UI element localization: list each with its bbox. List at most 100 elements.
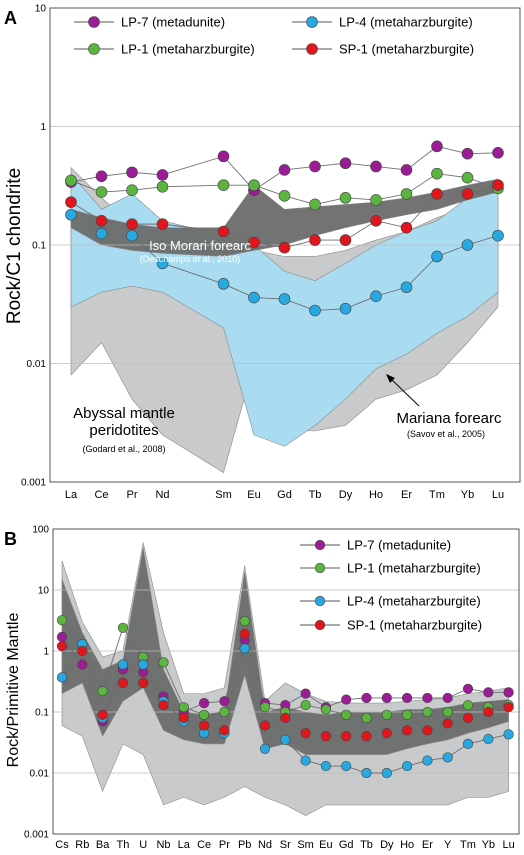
data-point-lp-1-metaharzburgite [300,699,311,711]
data-point-sp-1-metaharzburgite [259,720,271,731]
data-point-sp-1-metaharzburgite [199,720,210,731]
x-tick-label: Gd [339,839,354,851]
x-tick-label: Sm [297,839,314,851]
panel-b-letter: B [4,529,17,549]
data-point-lp-1-metaharzburgite [370,194,382,206]
data-point-lp-1-metaharzburgite [219,706,230,718]
data-point-lp-7-metadunite [56,631,68,643]
data-point-lp-1-metaharzburgite [341,709,352,720]
data-point-lp-1-metaharzburgite [361,712,372,724]
data-point-lp-4-metaharzburgite [492,229,504,242]
data-point-sp-1-metaharzburgite [156,218,169,230]
data-point-lp-1-metaharzburgite [156,180,169,193]
data-point-lp-4-metaharzburgite [341,760,352,772]
legend-marker [306,43,318,55]
x-tick-label: Lu [492,489,504,501]
data-point-sp-1-metaharzburgite [178,712,189,724]
data-point-lp-4-metaharzburgite [370,290,382,302]
x-tick-label: Nd [155,489,169,501]
data-point-lp-7-metadunite [492,146,504,159]
y-tick-label: 0.001 [21,478,46,489]
legend-marker [88,43,100,55]
panel-a: A Rock/C1 chondrite 10 1 0.1 0.01 0.001 La Ce… [4,4,521,501]
data-point-sp-1-metaharzburgite [278,241,291,254]
data-point-sp-1-metaharzburgite [126,218,138,230]
x-tick-label: U [139,839,147,851]
data-point-lp-7-metadunite [461,147,474,160]
data-point-sp-1-metaharzburgite [217,225,230,238]
x-tick-label: Tm [460,839,476,851]
data-point-lp-4-metaharzburgite [483,733,494,745]
data-point-lp-4-metaharzburgite [381,767,392,779]
data-point-lp-4-metaharzburgite [278,293,291,305]
data-point-sp-1-metaharzburgite [422,725,433,736]
data-point-lp-7-metadunite [370,160,382,173]
x-tick-label: Pr [127,489,138,501]
data-point-lp-4-metaharzburgite [56,672,68,683]
data-point-sp-1-metaharzburgite [65,196,77,208]
data-point-lp-1-metaharzburgite [65,174,77,187]
legend-label: LP-4 (metaharzburgite) [347,594,481,609]
panel-b-ylabel: Rock/Primitive Mantle [5,613,22,768]
data-point-lp-7-metadunite [431,140,443,153]
data-point-sp-1-metaharzburgite [483,706,494,718]
data-point-lp-1-metaharzburgite [381,709,392,720]
data-point-lp-7-metadunite [339,157,352,170]
data-point-lp-1-metaharzburgite [320,704,332,715]
legend-marker [314,539,326,551]
data-point-lp-4-metaharzburgite [461,239,474,251]
legend-marker [306,16,318,28]
x-tick-label: Gd [277,489,292,501]
data-point-lp-4-metaharzburgite [95,227,108,240]
data-point-sp-1-metaharzburgite [462,712,474,724]
data-point-lp-4-metaharzburgite [309,304,321,317]
y-tick-label: 10 [35,4,47,15]
x-tick-label: Sr [280,839,291,851]
x-tick-label: Dy [339,489,353,501]
mariana-arrow-line [389,377,420,407]
data-point-sp-1-metaharzburgite [97,709,108,720]
data-point-lp-1-metaharzburgite [461,171,474,184]
x-tick-label: Yb [461,489,474,501]
data-point-lp-7-metadunite [462,683,474,694]
data-point-sp-1-metaharzburgite [95,215,108,227]
x-tick-label: La [65,489,78,501]
data-point-lp-7-metadunite [219,696,230,707]
x-tick-label: Ho [369,489,383,501]
x-tick-label: Er [401,489,412,501]
data-point-sp-1-metaharzburgite [309,234,321,246]
data-point-lp-1-metaharzburgite [158,657,169,668]
panel-b: B Rock/Primitive Mantle 100 10 1 0.1 0.01 0.0… [4,525,520,851]
isomorari-ref: (Deschamps et al., 2010) [140,254,241,264]
data-point-sp-1-metaharzburgite [138,677,149,688]
x-tick-label: Lu [502,839,514,851]
x-tick-label: Ho [400,839,414,851]
data-point-lp-1-metaharzburgite [259,702,271,713]
data-point-lp-7-metadunite [309,160,321,173]
abyssal-ref: (Godard et al., 2008) [82,444,165,454]
data-point-lp-7-metadunite [95,170,108,183]
data-point-lp-4-metaharzburgite [117,659,128,670]
series-line-lp-4-metaharzburgite [70,214,499,311]
x-tick-label: Nd [258,839,272,851]
data-point-lp-7-metadunite [217,150,230,163]
data-point-lp-1-metaharzburgite [239,615,250,627]
data-point-lp-4-metaharzburgite [402,760,413,772]
data-point-lp-7-metadunite [126,166,138,179]
panel-a-frame [49,7,521,483]
data-point-sp-1-metaharzburgite [117,677,128,688]
x-tick-label: Y [444,839,452,851]
data-point-lp-1-metaharzburgite [56,615,68,626]
legend-marker [314,562,326,574]
x-tick-label: Pb [238,839,251,851]
legend-label: SP-1 (metaharzburgite) [347,618,482,633]
x-tick-label: Ba [96,839,110,851]
x-tick-label: Ce [197,839,211,851]
mariana-ref: (Savov et al., 2005) [407,429,485,439]
panel-a-ylabel: Rock/C1 chondrite [4,168,25,324]
y-tick-label: 1 [40,122,46,133]
data-point-sp-1-metaharzburgite [341,731,352,742]
legend-label: LP-4 (metaharzburgite) [339,15,473,30]
data-point-lp-4-metaharzburgite [503,729,514,740]
y-tick-label: 10 [38,586,50,597]
